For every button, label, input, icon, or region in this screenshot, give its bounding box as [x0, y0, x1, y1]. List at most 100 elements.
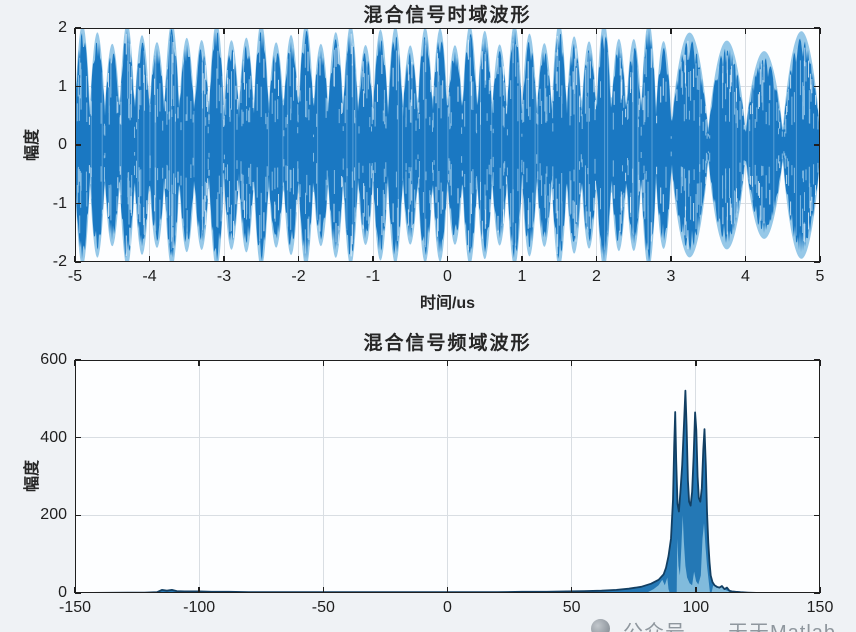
gridline-horizontal: [75, 203, 820, 204]
y-tick-label: 2: [58, 19, 67, 36]
tick-mark: [372, 256, 374, 262]
x-tick-label: -1: [365, 268, 381, 285]
tick-mark: [446, 256, 449, 262]
tick-mark: [75, 27, 81, 29]
x-tick-label: 50: [562, 599, 581, 616]
gridline-vertical: [447, 360, 448, 593]
y-tick-label: 1: [58, 77, 67, 95]
tick-mark: [75, 359, 81, 361]
tick-mark: [744, 256, 747, 262]
tick-mark: [75, 202, 81, 205]
spectrum-fill: [75, 390, 820, 593]
tick-mark: [75, 436, 81, 439]
tick-mark: [75, 85, 81, 88]
y-tick-label: 600: [40, 351, 67, 368]
tick-mark: [74, 360, 76, 366]
waveform-texture-streaks: [76, 41, 819, 254]
y-axis-label: 幅度: [24, 459, 41, 493]
tick-mark: [75, 261, 81, 263]
x-tick-label: 4: [741, 268, 750, 285]
tick-mark: [198, 587, 200, 593]
x-tick-label: 0: [443, 268, 452, 285]
x-tick-label: -50: [311, 599, 335, 616]
tick-mark: [595, 256, 598, 262]
watermark: 公众号——天天Matlab: [591, 616, 836, 632]
tick-mark: [814, 592, 820, 594]
plot-area: [74, 359, 821, 594]
watermark-text: 公众号——天天Matlab: [623, 616, 836, 632]
tick-mark: [223, 28, 225, 34]
gridline-vertical: [322, 360, 324, 593]
tick-mark: [819, 28, 821, 34]
tick-mark: [695, 587, 697, 593]
x-tick-label: -2: [291, 268, 306, 285]
time-domain-chart: 混合信号时域波形 幅度 时间/us -5 -4 -3 -2 -1 0 1 2 3 4 5 2 1 0 -1-…: [24, 5, 825, 312]
spectrum-canvas: [75, 389, 820, 593]
y-tick-label: 0: [58, 136, 67, 153]
y-tick-label: 0: [58, 584, 67, 601]
tick-mark: [223, 256, 225, 262]
x-axis-label: 时间/us: [419, 295, 476, 312]
tick-mark: [744, 28, 747, 34]
x-tick-label: 2: [592, 268, 601, 285]
plot-area: [74, 27, 821, 263]
tick-mark: [148, 256, 151, 262]
tick-mark: [75, 514, 81, 517]
x-tick-label: -3: [216, 268, 232, 285]
gridline-vertical: [571, 360, 573, 593]
x-tick-label: -5: [67, 268, 83, 285]
tick-mark: [670, 28, 672, 34]
x-tick-label: -150: [58, 599, 92, 616]
y-tick-label: 200: [40, 506, 67, 524]
gridline-horizontal: [75, 514, 820, 516]
waveform-bright-streaks: [88, 33, 816, 257]
tick-mark: [521, 28, 523, 34]
gridline-vertical: [198, 360, 200, 593]
x-tick-label: 0: [443, 599, 452, 616]
x-tick-label: 5: [815, 268, 825, 285]
x-tick-label: 3: [666, 268, 676, 285]
tick-mark: [521, 256, 523, 262]
tick-mark: [148, 28, 151, 34]
tick-mark: [446, 360, 449, 366]
tick-mark: [819, 256, 821, 262]
tick-mark: [814, 85, 820, 88]
spectrum-light-patch: [646, 577, 670, 593]
tick-mark: [670, 256, 672, 262]
chart-title: 混合信号频域波形: [363, 333, 532, 354]
tick-mark: [819, 587, 821, 593]
tick-mark: [570, 587, 573, 593]
y-tick-label: -2: [52, 253, 67, 270]
x-tick-label: -4: [142, 268, 157, 285]
tick-mark: [74, 28, 76, 34]
y-tick-label: -1: [52, 194, 67, 212]
tick-mark: [814, 436, 820, 439]
tick-mark: [297, 256, 300, 262]
tick-mark: [322, 360, 325, 366]
tick-mark: [814, 144, 820, 146]
tick-mark: [75, 592, 81, 594]
tick-mark: [75, 144, 81, 146]
tick-mark: [595, 28, 598, 34]
tick-mark: [695, 360, 697, 366]
tick-mark: [446, 587, 449, 593]
tick-mark: [322, 587, 325, 593]
tick-mark: [814, 514, 820, 517]
tick-mark: [819, 360, 821, 366]
x-tick-label: -100: [183, 599, 216, 616]
waveform-full-streaks: [90, 34, 797, 250]
gridline-horizontal: [75, 86, 820, 87]
tick-mark: [814, 27, 820, 29]
tick-mark: [570, 360, 573, 366]
x-tick-label: 150: [806, 599, 834, 616]
tick-mark: [446, 28, 449, 34]
spectrum-light-patch: [676, 515, 710, 593]
tick-mark: [814, 202, 820, 205]
tick-mark: [372, 28, 374, 34]
tick-mark: [198, 360, 200, 366]
x-tick-label: 100: [682, 599, 710, 616]
x-tick-label: 1: [517, 268, 527, 285]
watermark-logo-icon: [591, 619, 610, 632]
tick-mark: [297, 28, 300, 34]
